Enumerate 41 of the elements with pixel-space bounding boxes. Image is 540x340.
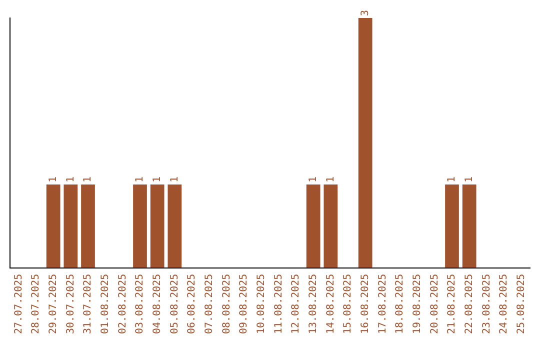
x-tick-label: 21.08.2025 — [446, 274, 458, 334]
data-label: 1 — [464, 176, 475, 183]
x-tick-label: 05.08.2025 — [169, 274, 180, 334]
x-tick-label: 08.08.2025 — [221, 274, 232, 334]
data-label: 1 — [325, 176, 336, 183]
x-tick-label: 23.08.2025 — [481, 274, 492, 334]
data-label: 1 — [82, 176, 94, 183]
x-tick-label: 16.08.2025 — [360, 274, 371, 334]
x-tick-label: 28.07.2025 — [30, 274, 42, 334]
data-label: 1 — [152, 176, 163, 183]
x-tick-label: 20.08.2025 — [429, 274, 440, 334]
x-tick-label: 31.07.2025 — [82, 274, 94, 334]
x-tick-label: 25.08.2025 — [516, 274, 527, 334]
x-tick-label: 09.08.2025 — [238, 274, 250, 334]
x-tick-label: 18.08.2025 — [394, 274, 406, 334]
data-label: 3 — [360, 10, 371, 16]
x-tick-label: 30.07.2025 — [65, 274, 76, 334]
x-tick-label: 19.08.2025 — [412, 274, 423, 334]
data-label: 1 — [169, 176, 180, 183]
data-label: 1 — [65, 176, 76, 183]
x-tick-label: 03.08.2025 — [134, 274, 146, 334]
x-tick-label: 13.08.2025 — [308, 274, 319, 334]
x-tick-label: 17.08.2025 — [377, 274, 388, 334]
x-tick-label: 10.08.2025 — [256, 274, 267, 334]
data-label: 1 — [48, 176, 59, 183]
x-tick-label: 12.08.2025 — [290, 274, 302, 334]
x-tick-label: 15.08.2025 — [342, 274, 354, 334]
x-tick-label: 07.08.2025 — [204, 274, 215, 334]
x-tick-label: 04.08.2025 — [152, 274, 163, 334]
data-label: 1 — [134, 176, 146, 183]
x-tick-label: 29.07.2025 — [48, 274, 59, 334]
x-tick-label: 06.08.2025 — [186, 274, 198, 334]
x-tick-label: 11.08.2025 — [273, 274, 284, 334]
x-tick-label: 01.08.2025 — [100, 274, 111, 334]
x-tick-label: 14.08.2025 — [325, 274, 336, 334]
data-label: 1 — [446, 176, 458, 183]
x-tick-label: 22.08.2025 — [464, 274, 475, 334]
x-tick-label: 27.07.2025 — [13, 274, 24, 334]
data-label: 1 — [308, 176, 319, 183]
x-tick-label: 24.08.2025 — [498, 274, 510, 334]
x-tick-label: 02.08.2025 — [117, 274, 128, 334]
